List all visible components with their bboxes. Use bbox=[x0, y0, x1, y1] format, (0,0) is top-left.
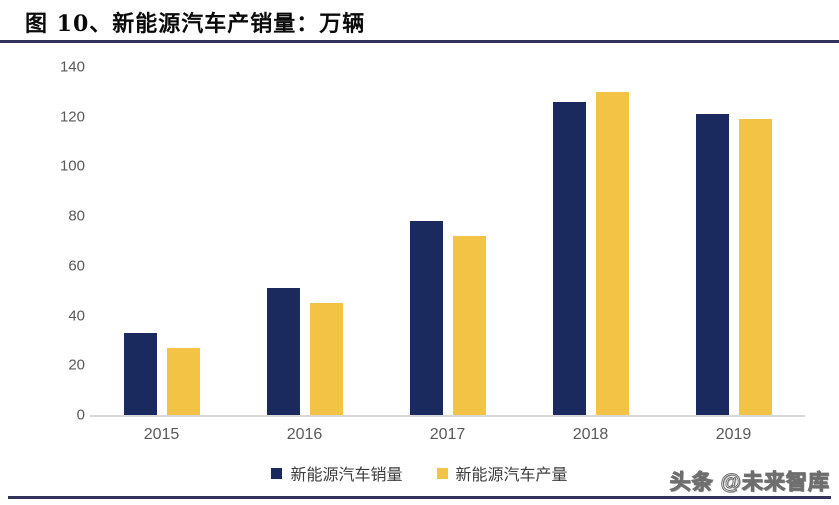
y-tick-label: 60 bbox=[68, 257, 85, 275]
y-tick-label: 80 bbox=[68, 207, 85, 225]
bar-2016 bbox=[266, 288, 300, 415]
bar-group-2016 bbox=[233, 288, 376, 415]
y-tick-label: 120 bbox=[59, 108, 85, 126]
y-axis: 0 20 40 60 80 100 120 140 bbox=[30, 60, 85, 423]
bar-2016 bbox=[309, 303, 343, 415]
title-underline bbox=[0, 40, 839, 43]
bar-group-2018 bbox=[519, 92, 662, 415]
legend-swatch-icon bbox=[436, 467, 448, 479]
bottom-rule bbox=[8, 496, 831, 499]
bar-group-2019 bbox=[662, 114, 805, 415]
bar-2019 bbox=[695, 114, 729, 415]
figure-title: 图 10、新能源汽车产销量：万辆 bbox=[25, 11, 366, 37]
bar-2015 bbox=[123, 333, 157, 415]
legend-item: 新能源汽车产量 bbox=[436, 461, 568, 485]
bar-2018 bbox=[595, 92, 629, 415]
x-tick-label: 2018 bbox=[572, 426, 609, 443]
bar-group-2015 bbox=[90, 333, 233, 415]
legend-item: 新能源汽车销量 bbox=[271, 461, 403, 485]
x-tick-label: 2019 bbox=[715, 426, 752, 443]
bar-2017 bbox=[409, 221, 443, 415]
y-tick-label: 40 bbox=[68, 307, 85, 325]
x-tick-label: 2017 bbox=[429, 426, 466, 443]
y-tick-label: 100 bbox=[59, 157, 85, 175]
y-tick-label: 20 bbox=[68, 356, 85, 374]
legend-label: 新能源汽车销量 bbox=[290, 467, 403, 484]
legend-label: 新能源汽车产量 bbox=[455, 467, 568, 484]
y-tick-label: 0 bbox=[76, 406, 85, 424]
x-tick-label: 2015 bbox=[143, 426, 180, 443]
chart-legend: 新能源汽车销量 新能源汽车产量 bbox=[0, 461, 839, 485]
legend-swatch-icon bbox=[271, 467, 283, 479]
bar-2018 bbox=[552, 102, 586, 415]
x-tick-label: 2016 bbox=[286, 426, 323, 443]
watermark: 头条 @未来智库 bbox=[669, 471, 830, 495]
bar-2019 bbox=[738, 119, 772, 415]
bar-2015 bbox=[166, 348, 200, 415]
plot-area bbox=[90, 67, 805, 417]
y-tick-label: 140 bbox=[59, 58, 85, 76]
bar-group-2017 bbox=[376, 221, 519, 415]
bar-2017 bbox=[452, 236, 486, 415]
x-axis: 2015 2016 2017 2018 2019 bbox=[90, 426, 805, 444]
